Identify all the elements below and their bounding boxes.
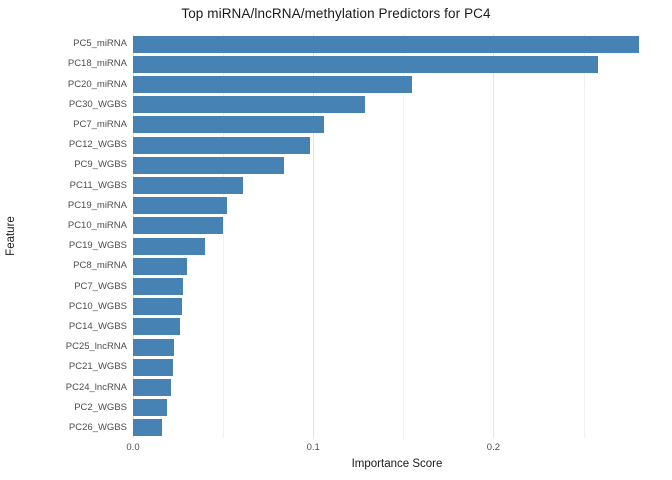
bar-PC30_WGBS [133, 96, 366, 114]
bar-row [133, 236, 661, 256]
category-label: PC14_WGBS [68, 320, 127, 332]
bar-row [133, 377, 661, 397]
bar-row [133, 398, 661, 418]
bar-row [133, 297, 661, 317]
bar-PC8_miRNA [133, 257, 188, 275]
category-label: PC18_miRNA [67, 58, 127, 70]
category-label: PC26_WGBS [68, 421, 127, 433]
x-tick-label: 0.0 [126, 442, 140, 453]
bar-PC19_WGBS [133, 237, 206, 255]
bar-row [133, 115, 661, 135]
x-tick-label: 0.2 [486, 442, 501, 453]
category-label: PC10_miRNA [67, 219, 127, 231]
bar-PC14_WGBS [133, 318, 180, 336]
category-label: PC7_miRNA [73, 118, 127, 130]
bar-row [133, 317, 661, 337]
bar-PC7_miRNA [133, 116, 325, 134]
bar-PC7_WGBS [133, 277, 184, 295]
bar-PC10_miRNA [133, 217, 224, 235]
category-label: PC30_WGBS [68, 98, 127, 110]
category-label: PC19_WGBS [68, 240, 127, 252]
bar-PC9_WGBS [133, 156, 285, 174]
bar-row [133, 357, 661, 377]
category-label: PC20_miRNA [67, 78, 127, 90]
chart-title: Top miRNA/lncRNA/methylation Predictors … [181, 6, 491, 21]
category-label: PC9_WGBS [74, 159, 127, 171]
bar-row [133, 135, 661, 155]
bar-row [133, 196, 661, 216]
category-label: PC24_lncRNA [65, 381, 127, 393]
bar-PC12_WGBS [133, 136, 310, 154]
category-label: PC21_WGBS [68, 361, 127, 373]
bar-row [133, 155, 661, 175]
bar-row [133, 34, 661, 54]
category-label: PC5_miRNA [73, 38, 127, 50]
bar-PC25_lncRNA [133, 338, 175, 356]
bar-PC5_miRNA [133, 35, 640, 53]
bar-row [133, 74, 661, 94]
bar-PC20_miRNA [133, 75, 413, 93]
bar-PC24_lncRNA [133, 378, 171, 396]
category-label: PC7_WGBS [74, 280, 127, 292]
plot-panel [133, 34, 661, 438]
category-label: PC2_WGBS [74, 401, 127, 413]
gridline-minor [403, 34, 405, 438]
bar-row [133, 175, 661, 195]
bar-PC21_WGBS [133, 358, 173, 376]
category-label: PC8_miRNA [73, 260, 127, 272]
category-label: PC11_WGBS [69, 179, 127, 191]
bar-row [133, 276, 661, 296]
x-axis-label: Importance Score [351, 458, 443, 470]
bar-PC26_WGBS [133, 419, 162, 437]
bar-PC2_WGBS [133, 399, 168, 417]
bar-PC10_WGBS [133, 298, 182, 316]
bar-row [133, 337, 661, 357]
category-label: PC12_WGBS [68, 139, 127, 151]
bar-row [133, 95, 661, 115]
gridline-minor [583, 34, 585, 438]
gridline-major [493, 34, 495, 438]
bar-row [133, 54, 661, 74]
y-axis-label: Feature [5, 216, 17, 256]
gridline-major [313, 34, 315, 438]
category-label: PC25_lncRNA [65, 341, 127, 353]
bar-row [133, 256, 661, 276]
gridline-major [133, 34, 134, 438]
gridline-minor [223, 34, 225, 438]
bar-row [133, 216, 661, 236]
bar-row [133, 418, 661, 438]
bar-PC18_miRNA [133, 55, 598, 73]
category-label: PC10_WGBS [68, 300, 127, 312]
bar-PC19_miRNA [133, 197, 227, 215]
x-tick-label: 0.1 [306, 442, 320, 453]
bar-PC11_WGBS [133, 176, 243, 194]
category-label: PC19_miRNA [67, 199, 127, 211]
